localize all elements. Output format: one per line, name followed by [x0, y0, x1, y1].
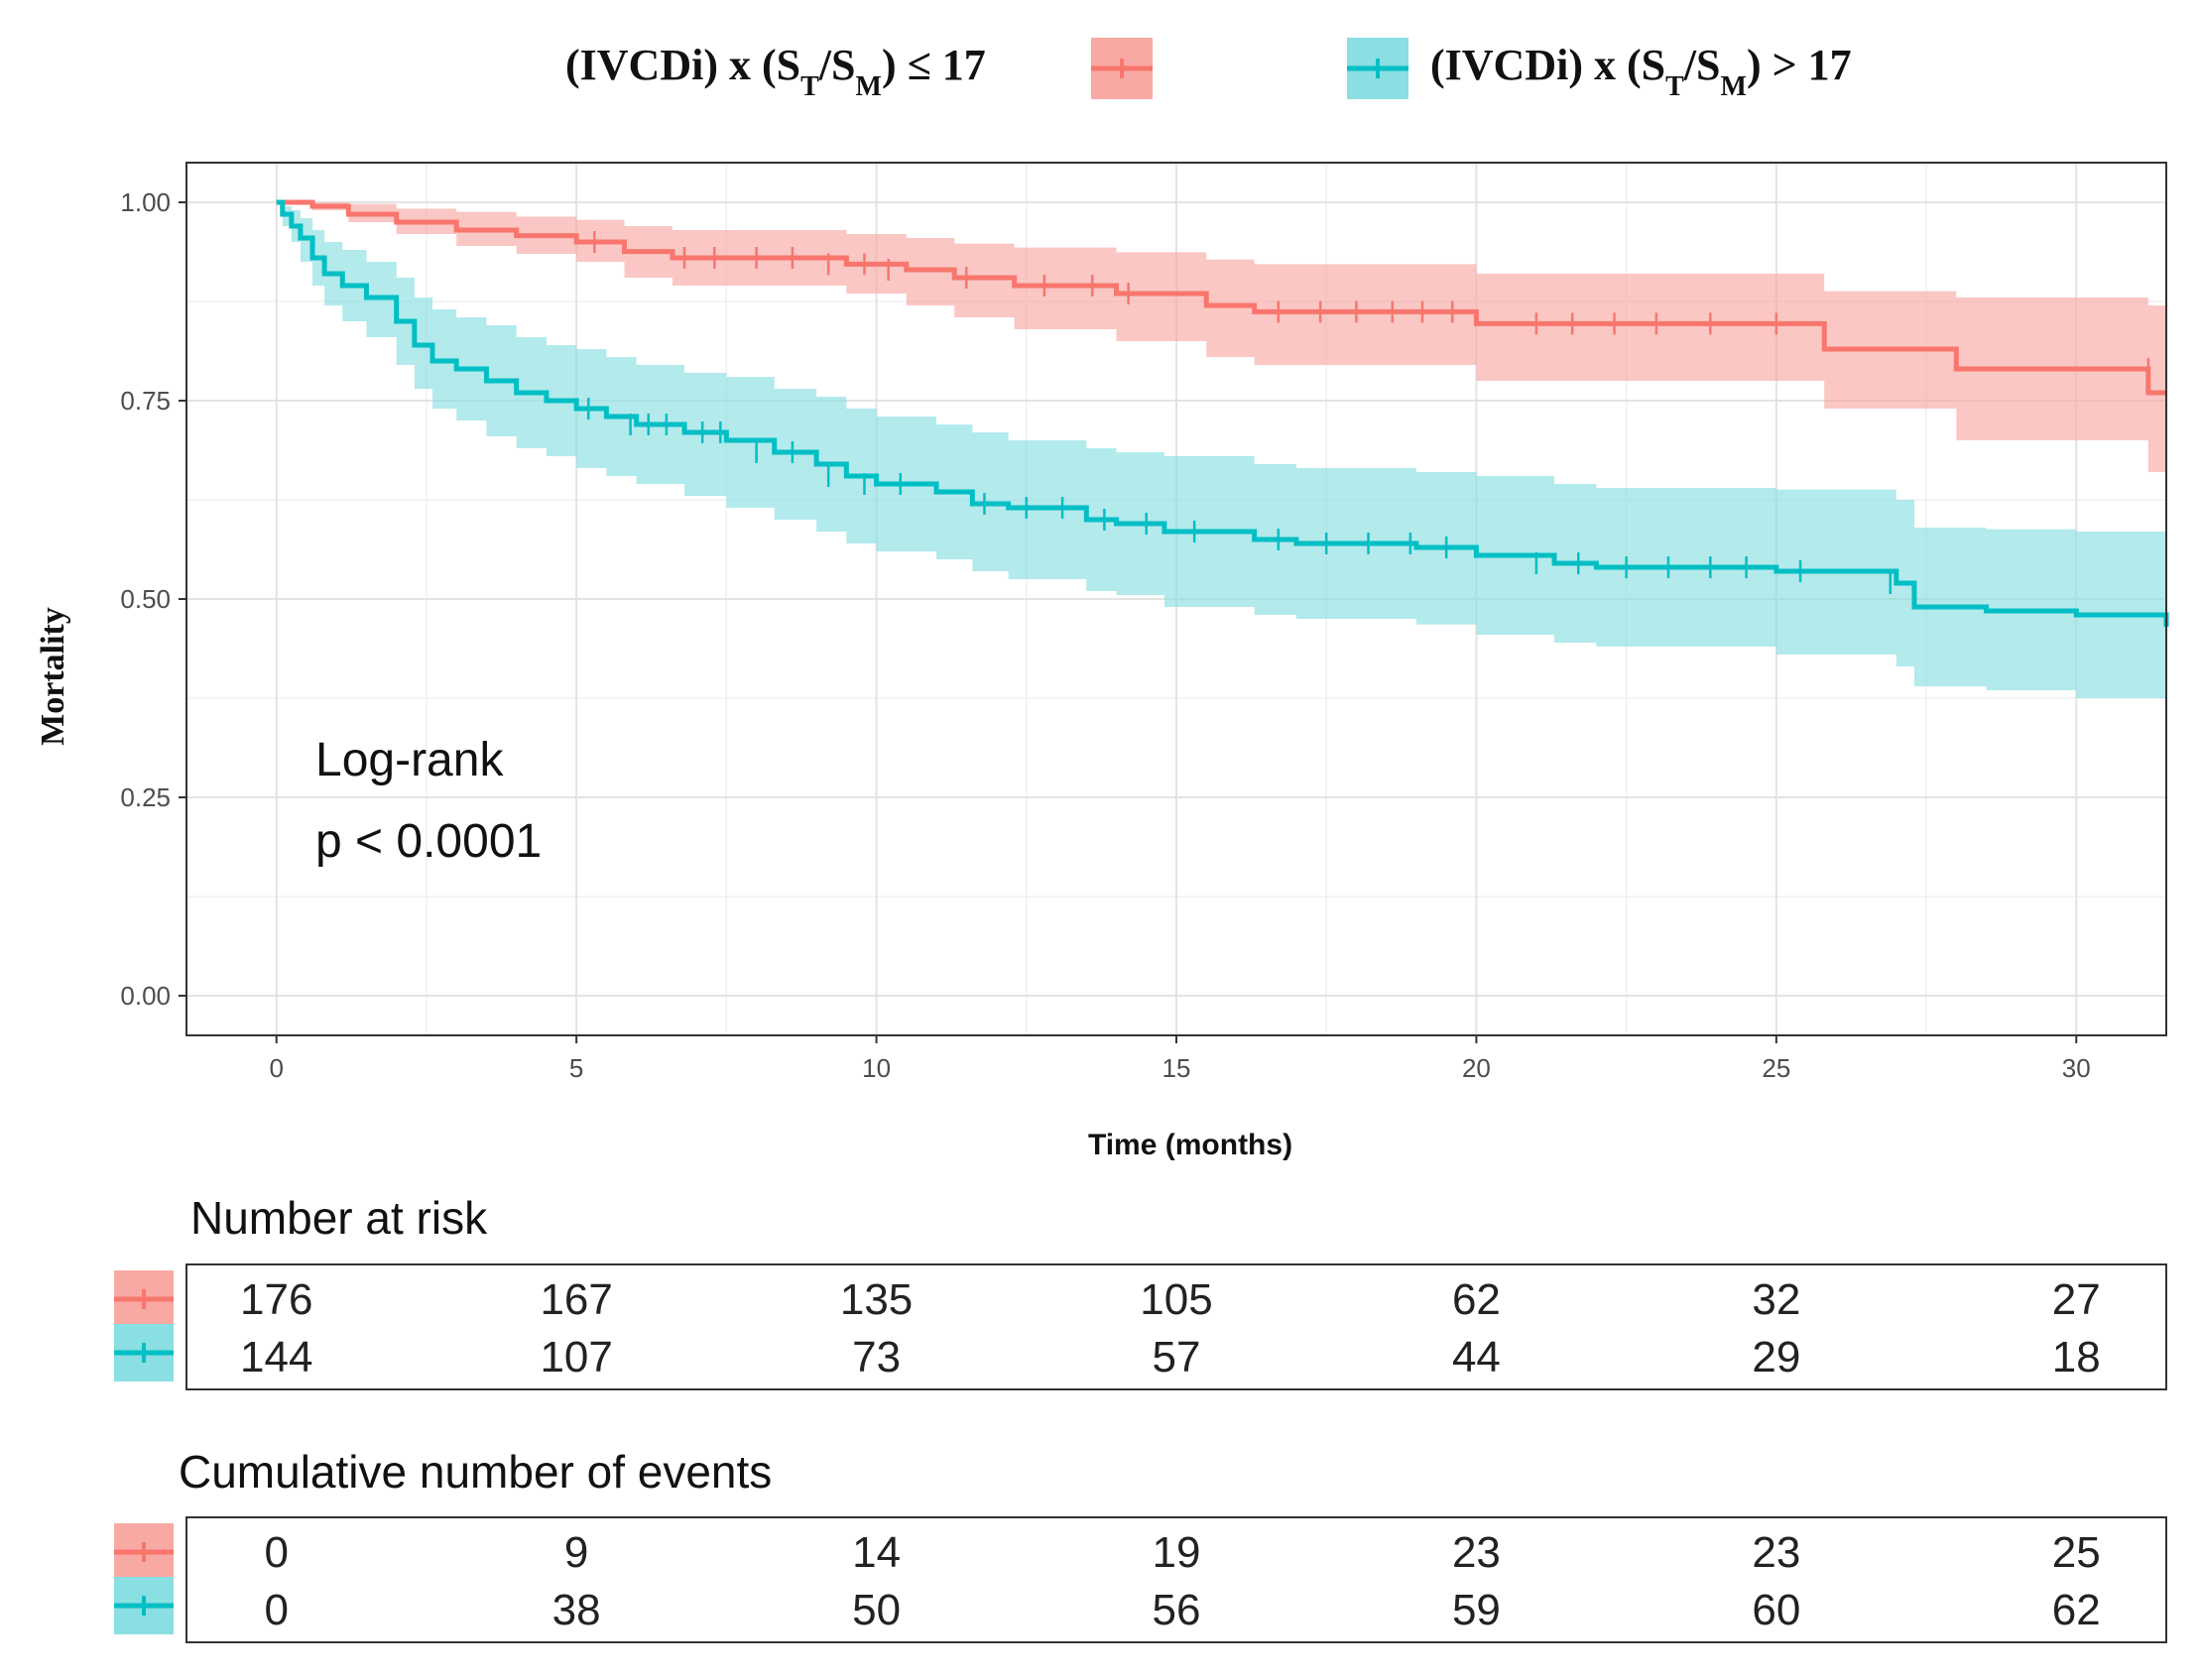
x-axis: 0 5 10 15 20 25 30	[269, 1035, 2091, 1083]
x-tick-label: 0	[269, 1053, 283, 1083]
events-table-cell-red: 14	[852, 1528, 901, 1577]
events-table-cell-red: 19	[1153, 1528, 1201, 1577]
risk-table-frame	[185, 1263, 2167, 1390]
events-table-cell-red: 23	[1452, 1528, 1501, 1577]
y-tick-label: 0.25	[120, 782, 171, 812]
legend-key-teal	[1347, 38, 1408, 99]
survival-curve-teal	[276, 199, 2169, 627]
events-table-cell-red: 9	[564, 1528, 588, 1577]
confidence-band-teal	[276, 202, 2166, 710]
legend-label-teal: (IVCDi) x (ST/SM) > 17	[1430, 41, 1852, 102]
x-axis-label: Time (months)	[1088, 1129, 1292, 1161]
risk-table-cells: 176 167 135 105 62 32 27 144 107 73 57 44 29 18	[240, 1275, 2101, 1381]
y-axis: 0.00 0.25 0.50 0.75 1.00	[120, 187, 186, 1011]
events-table-title: Cumulative number of events	[179, 1446, 772, 1498]
annotation-line-2: p < 0.0001	[315, 815, 542, 868]
events-table-cell-teal: 0	[264, 1586, 288, 1634]
y-tick-label: 0.50	[120, 584, 171, 614]
x-tick-label: 15	[1162, 1053, 1191, 1083]
risk-table-cell-red: 135	[840, 1275, 913, 1324]
risk-table-cell-teal: 144	[240, 1333, 312, 1381]
risk-table-cell-teal: 29	[1752, 1333, 1800, 1381]
risk-table-cell-teal: 73	[852, 1333, 901, 1381]
risk-table-cell-teal: 107	[540, 1333, 612, 1381]
risk-table: Number at risk 176 167 135 105 62 32 27 144 107 7…	[114, 1192, 2167, 1390]
risk-table-title: Number at risk	[190, 1192, 488, 1244]
risk-table-keys	[114, 1270, 174, 1381]
legend: (IVCDi) x (ST/SM) ≤ 17 (IVCDi) x (ST/SM)…	[565, 38, 1852, 102]
survival-curve-red	[276, 199, 2166, 396]
risk-table-cell-red: 62	[1452, 1275, 1501, 1324]
events-table-cell-red: 25	[2052, 1528, 2101, 1577]
x-tick-label: 30	[2062, 1053, 2091, 1083]
legend-key-red	[1091, 38, 1153, 99]
x-tick-label: 25	[1762, 1053, 1790, 1083]
risk-table-cell-red: 32	[1752, 1275, 1800, 1324]
events-table-cell-teal: 56	[1153, 1586, 1201, 1634]
survival-curves	[276, 199, 2169, 627]
risk-table-cell-teal: 57	[1153, 1333, 1201, 1381]
plot-area: 0.00 0.25 0.50 0.75 1.00 0 5 10 15 20 25 30 Log-ra…	[120, 162, 2169, 1083]
y-tick-label: 0.00	[120, 981, 171, 1011]
legend-label-red: (IVCDi) x (ST/SM) ≤ 17	[565, 41, 986, 102]
y-axis-label: Mortality	[35, 607, 71, 746]
risk-table-cell-red: 176	[240, 1275, 312, 1324]
events-table-keys	[114, 1523, 174, 1634]
x-tick-label: 5	[569, 1053, 583, 1083]
censor-marks	[586, 231, 2150, 594]
y-tick-label: 1.00	[120, 187, 171, 217]
risk-table-cell-teal: 18	[2052, 1333, 2101, 1381]
confidence-band-red	[276, 202, 2166, 472]
annotation-line-1: Log-rank	[315, 734, 504, 786]
risk-table-cell-teal: 44	[1452, 1333, 1501, 1381]
events-table-cells: 0 9 14 19 23 23 25 0 38 50 56 59 60 62	[264, 1528, 2100, 1634]
risk-table-cell-red: 167	[540, 1275, 612, 1324]
events-table-cell-teal: 50	[852, 1586, 901, 1634]
events-table-cell-red: 0	[264, 1528, 288, 1577]
x-tick-label: 20	[1462, 1053, 1491, 1083]
events-table-cell-teal: 59	[1452, 1586, 1501, 1634]
events-table-cell-teal: 38	[552, 1586, 601, 1634]
risk-table-cell-red: 105	[1140, 1275, 1212, 1324]
confidence-bands	[276, 202, 2166, 710]
events-table: Cumulative number of events 0 9 14 19 23 23 25…	[114, 1446, 2167, 1643]
risk-table-cell-red: 27	[2052, 1275, 2101, 1324]
events-table-cell-teal: 60	[1752, 1586, 1800, 1634]
x-tick-label: 10	[862, 1053, 891, 1083]
y-tick-label: 0.75	[120, 386, 171, 416]
events-table-cell-red: 23	[1752, 1528, 1800, 1577]
events-table-cell-teal: 62	[2052, 1586, 2101, 1634]
events-table-frame	[185, 1516, 2167, 1643]
